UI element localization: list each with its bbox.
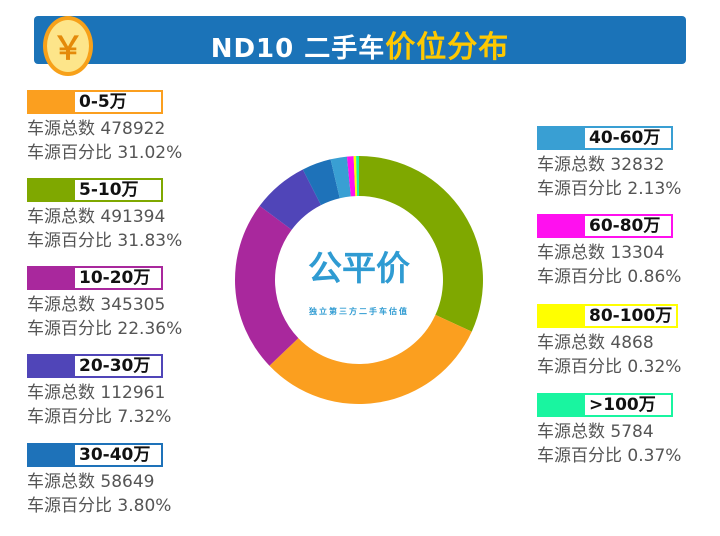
- count-label: 车源总数: [537, 243, 605, 263]
- legend-percent: 车源百分比 0.32%: [537, 355, 720, 379]
- percent-label: 车源百分比: [27, 319, 112, 339]
- count-label: 车源总数: [27, 207, 95, 227]
- legend-label: 10-20万: [75, 266, 163, 290]
- legend-count: 车源总数 345305: [27, 293, 227, 317]
- coin-symbol: ￥: [51, 29, 84, 67]
- legend-count: 车源总数 112961: [27, 381, 227, 405]
- count-label: 车源总数: [27, 472, 95, 492]
- yuan-coin-icon: ￥: [43, 16, 93, 76]
- percent-value: 2.13%: [627, 179, 682, 199]
- legend-item: 10-20万 车源总数 345305 车源百分比 22.36%: [27, 266, 227, 341]
- legend-label: 40-60万: [585, 126, 673, 150]
- legend-percent: 车源百分比 0.37%: [537, 444, 720, 468]
- legend-count: 车源总数 32832: [537, 153, 720, 177]
- legend-item: 80-100万 车源总数 4868 车源百分比 0.32%: [537, 304, 720, 379]
- count-value: 478922: [100, 119, 166, 139]
- percent-value: 31.83%: [117, 231, 183, 251]
- legend-swatch: [27, 90, 75, 114]
- legend-item: 20-30万 车源总数 112961 车源百分比 7.32%: [27, 354, 227, 429]
- title-prefix: ND10 二手车: [210, 34, 386, 64]
- count-value: 112961: [100, 383, 166, 403]
- donut-slice: [302, 159, 340, 206]
- legend-item: >100万 车源总数 5784 车源百分比 0.37%: [537, 393, 720, 468]
- legend-label: 0-5万: [75, 90, 163, 114]
- legend-swatch: [537, 393, 585, 417]
- percent-label: 车源百分比: [27, 231, 112, 251]
- legend-count: 车源总数 58649: [27, 470, 227, 494]
- donut-slice: [353, 156, 358, 197]
- legend-percent: 车源百分比 31.83%: [27, 229, 227, 253]
- legend-swatch: [537, 304, 585, 328]
- legend-percent: 车源百分比 3.80%: [27, 494, 227, 518]
- count-value: 4868: [610, 333, 654, 353]
- donut-slice: [234, 205, 299, 366]
- legend-item: 40-60万 车源总数 32832 车源百分比 2.13%: [537, 126, 720, 201]
- count-label: 车源总数: [537, 422, 605, 442]
- legend-count: 车源总数 4868: [537, 331, 720, 355]
- percent-label: 车源百分比: [27, 407, 112, 427]
- percent-value: 22.36%: [117, 319, 183, 339]
- legend-percent: 车源百分比 2.13%: [537, 177, 720, 201]
- title-banner: [34, 16, 686, 64]
- count-label: 车源总数: [27, 119, 95, 139]
- count-value: 491394: [100, 207, 166, 227]
- legend-percent: 车源百分比 31.02%: [27, 141, 227, 165]
- percent-value: 0.32%: [627, 357, 682, 377]
- percent-label: 车源百分比: [27, 496, 112, 516]
- count-label: 车源总数: [537, 155, 605, 175]
- legend-swatch: [27, 266, 75, 290]
- legend-item: 30-40万 车源总数 58649 车源百分比 3.80%: [27, 443, 227, 518]
- donut-slice: [259, 169, 321, 230]
- count-value: 58649: [100, 472, 155, 492]
- legend-item: 60-80万 车源总数 13304 车源百分比 0.86%: [537, 214, 720, 289]
- legend-count: 车源总数 491394: [27, 205, 227, 229]
- legend-count: 车源总数 478922: [27, 117, 227, 141]
- legend-percent: 车源百分比 7.32%: [27, 405, 227, 429]
- legend-count: 车源总数 13304: [537, 241, 720, 265]
- percent-label: 车源百分比: [27, 143, 112, 163]
- legend-swatch: [537, 126, 585, 150]
- legend-label: 80-100万: [585, 304, 679, 328]
- count-value: 13304: [610, 243, 665, 263]
- percent-value: 3.80%: [117, 496, 172, 516]
- count-label: 车源总数: [27, 295, 95, 315]
- donut-slice: [346, 156, 356, 197]
- legend-swatch: [27, 178, 75, 202]
- count-value: 32832: [610, 155, 665, 175]
- donut-slice: [330, 156, 351, 199]
- title-highlight: 价位分布: [385, 30, 510, 65]
- logo-text: 公平价: [308, 249, 410, 289]
- legend-label: >100万: [585, 393, 673, 417]
- logo-tagline: 独立第三方二手车估值: [308, 306, 409, 316]
- percent-label: 车源百分比: [537, 446, 622, 466]
- donut-slice: [269, 314, 472, 404]
- legend-percent: 车源百分比 22.36%: [27, 317, 227, 341]
- legend-label: 20-30万: [75, 354, 163, 378]
- legend-swatch: [27, 354, 75, 378]
- donut-slice: [359, 156, 483, 332]
- legend-label: 60-80万: [585, 214, 673, 238]
- percent-value: 0.86%: [627, 267, 682, 287]
- count-value: 345305: [100, 295, 166, 315]
- count-value: 5784: [610, 422, 654, 442]
- count-label: 车源总数: [537, 333, 605, 353]
- percent-label: 车源百分比: [537, 357, 622, 377]
- legend-item: 5-10万 车源总数 491394 车源百分比 31.83%: [27, 178, 227, 253]
- percent-value: 0.37%: [627, 446, 682, 466]
- legend-percent: 车源百分比 0.86%: [537, 265, 720, 289]
- legend-label: 5-10万: [75, 178, 163, 202]
- count-label: 车源总数: [27, 383, 95, 403]
- percent-label: 车源百分比: [537, 267, 622, 287]
- percent-value: 7.32%: [117, 407, 172, 427]
- legend-label: 30-40万: [75, 443, 163, 467]
- legend-count: 车源总数 5784: [537, 420, 720, 444]
- legend-item: 0-5万 车源总数 478922 车源百分比 31.02%: [27, 90, 227, 165]
- donut-slice: [356, 156, 359, 197]
- legend-swatch: [27, 443, 75, 467]
- legend-swatch: [537, 214, 585, 238]
- page-title: ND10 二手车价位分布: [100, 22, 620, 66]
- percent-value: 31.02%: [117, 143, 183, 163]
- percent-label: 车源百分比: [537, 179, 622, 199]
